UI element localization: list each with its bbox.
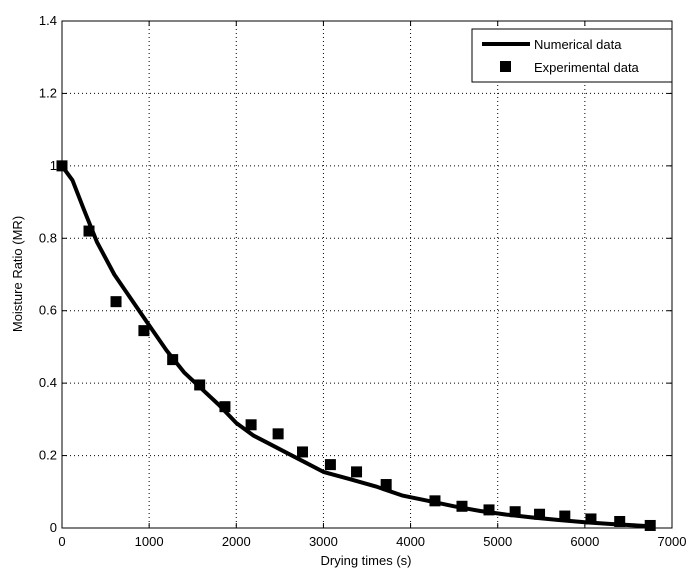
y-tick-label: 1.2 (39, 85, 57, 100)
x-tick-label: 7000 (658, 534, 687, 549)
x-axis-ticks: 0 1000 2000 3000 4000 5000 6000 7000 (58, 21, 686, 549)
x-tick-label: 4000 (396, 534, 425, 549)
y-tick-label: 0.4 (39, 375, 57, 390)
y-tick-label: 0.2 (39, 448, 57, 463)
legend-marker-swatch (500, 61, 511, 72)
plot-frame (61, 20, 673, 529)
experimental-data-point (219, 401, 231, 413)
x-tick-label: 2000 (222, 534, 251, 549)
experimental-data-point (110, 296, 122, 308)
x-axis-label: Drying times (s) (320, 553, 411, 568)
experimental-data-point (483, 504, 495, 516)
experimental-data-point (644, 519, 656, 531)
experimental-data-point (380, 479, 392, 491)
y-tick-label: 1.4 (39, 13, 57, 28)
experimental-data-point (83, 225, 95, 237)
y-tick-label: 1 (50, 158, 57, 173)
experimental-data-point (429, 495, 441, 507)
experimental-data-point (272, 428, 284, 440)
experimental-data-point (324, 459, 336, 471)
y-tick-label: 0.8 (39, 230, 57, 245)
y-tick-label: 0 (50, 520, 57, 535)
legend-label-experimental: Experimental data (534, 60, 640, 75)
x-tick-label: 3000 (309, 534, 338, 549)
experimental-data-point (167, 354, 179, 366)
y-axis-ticks: 0 0.2 0.4 0.6 0.8 1 1.2 1.4 (39, 13, 672, 535)
experimental-data-point (559, 510, 571, 522)
legend: Numerical data Experimental data (471, 28, 673, 83)
experimental-data-point (245, 419, 257, 431)
x-tick-label: 0 (58, 534, 65, 549)
experimental-data-point (585, 513, 597, 525)
experimental-data-point (351, 466, 363, 478)
experimental-data-series (56, 160, 656, 531)
experimental-data-point (614, 515, 626, 527)
grid-lines (62, 21, 672, 528)
legend-label-numerical: Numerical data (534, 37, 622, 52)
x-tick-label: 1000 (135, 534, 164, 549)
y-tick-label: 0.6 (39, 303, 57, 318)
experimental-data-point (138, 325, 150, 337)
experimental-data-point (509, 506, 521, 518)
x-tick-label: 6000 (570, 534, 599, 549)
experimental-data-point (194, 379, 206, 391)
experimental-data-point (534, 508, 546, 520)
experimental-data-point (456, 500, 468, 512)
legend-box (471, 28, 673, 83)
x-tick-label: 5000 (483, 534, 512, 549)
experimental-data-point (297, 446, 309, 458)
y-axis-label: Moisture Ratio (MR) (10, 216, 25, 332)
